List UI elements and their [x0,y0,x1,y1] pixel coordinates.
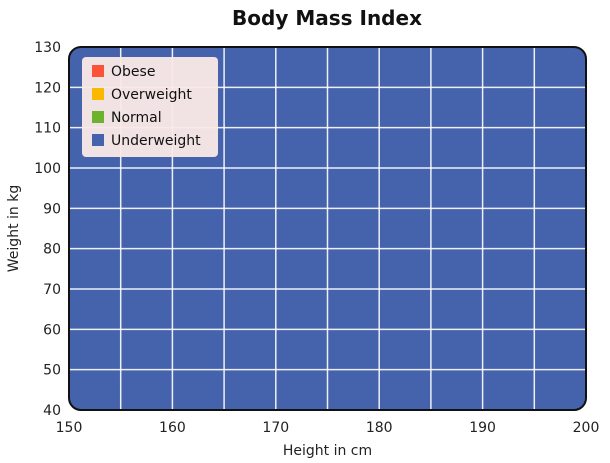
plot-border [68,46,587,411]
x-axis-label: Height in cm [283,443,372,459]
y-tick-label: 120 [34,80,61,96]
y-axis-label: Weight in kg [6,185,22,272]
legend-label-overweight: Overweight [111,87,192,103]
legend-label-underweight: Underweight [111,133,201,149]
y-tick-label: 110 [34,121,61,137]
y-tick-label: 130 [34,40,61,56]
legend-swatch-overweight [92,88,104,100]
x-tick-label: 180 [366,420,393,436]
legend-label-normal: Normal [111,110,162,126]
x-tick-label: 160 [159,420,186,436]
legend-swatch-underweight [92,134,104,146]
x-tick-label: 190 [469,420,496,436]
y-tick-label: 60 [43,322,61,338]
x-tick-label: 170 [262,420,289,436]
legend-swatch-obese [92,65,104,77]
y-tick-label: 70 [43,282,61,298]
x-tick-label: 200 [573,420,600,436]
legend-label-obese: Obese [111,64,155,80]
y-tick-label: 40 [43,403,61,419]
y-tick-label: 100 [34,161,61,177]
x-tick-label: 150 [56,420,83,436]
legend-box [82,57,218,157]
y-tick-label: 90 [43,201,61,217]
y-tick-label: 80 [43,242,61,258]
legend-swatch-normal [92,111,104,123]
y-tick-label: 50 [43,363,61,379]
chart-title: Body Mass Index [232,6,422,30]
